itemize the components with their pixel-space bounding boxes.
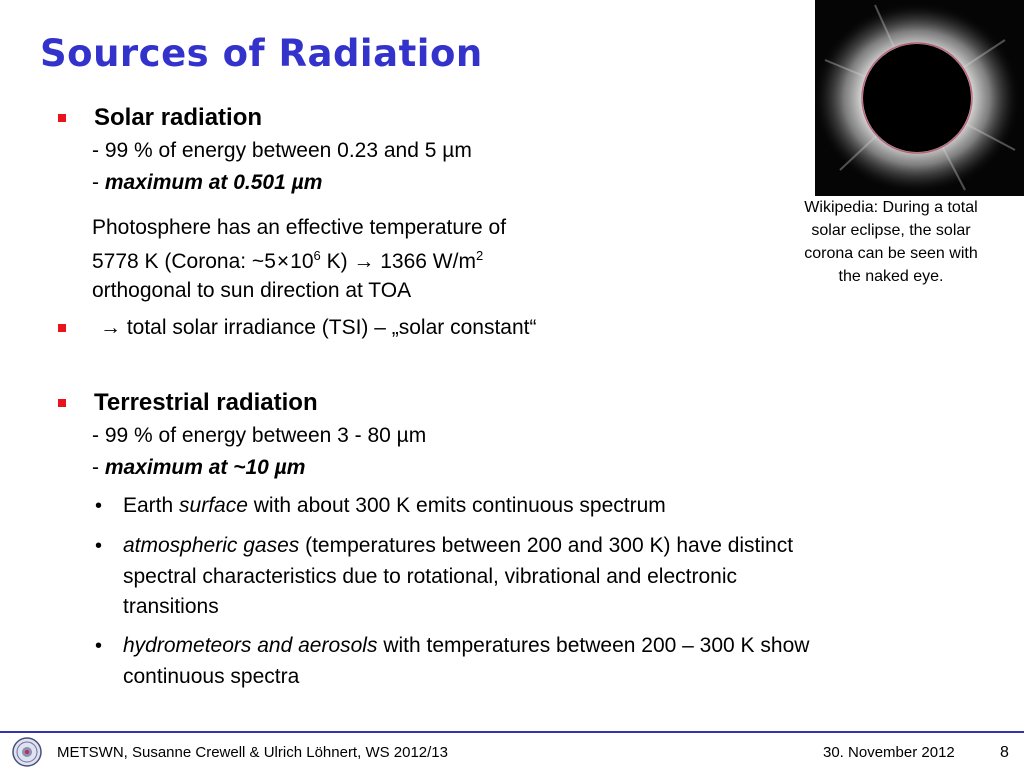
atmospheric-gases-bullet: atmospheric gases (temperatures between … [123,534,794,557]
earth-surface-bullet: Earth surface with about 300 K emits con… [123,494,666,517]
photosphere-line-2: 5778 K (Corona: ~5×106 K) → 1366 W/m2 [92,248,484,273]
slide-title: Sources of Radiation [40,32,483,75]
red-square-bullet-icon [58,399,66,407]
bullet-dot-icon: • [95,535,103,557]
image-caption: Wikipedia: During a total solar eclipse,… [804,199,978,285]
solar-maximum: - maximum at 0.501 µm [92,171,323,194]
solar-energy-range: - 99 % of energy between 0.23 and 5 µm [92,139,472,162]
page-number: 8 [1000,744,1009,761]
terrestrial-energy-range: - 99 % of energy between 3 - 80 µm [92,424,427,447]
red-square-bullet-icon [58,324,66,332]
solar-eclipse-image [815,0,1024,196]
solar-eclipse-photo [815,0,1024,196]
footer-course: METSWN, Susanne Crewell & Ulrich Löhnert… [57,744,448,761]
red-square-bullet-icon [58,114,66,122]
hydrometeors-bullet: hydrometeors and aerosols with temperatu… [123,634,810,657]
right-arrow-icon: → [353,250,375,273]
bullet-dot-icon: • [95,635,103,657]
university-seal-logo-icon [12,737,42,767]
right-arrow-icon: → [100,316,121,339]
atmospheric-gases-line-3: transitions [123,595,219,618]
terrestrial-maximum: - maximum at ~10 µm [92,456,306,479]
photosphere-line-1: Photosphere has an effective temperature… [92,216,507,239]
photosphere-line-3: orthogonal to sun direction at TOA [92,279,412,302]
solar-heading: Solar radiation [94,104,263,131]
tsi-line: → total solar irradiance (TSI) – „solar … [100,316,537,339]
atmospheric-gases-line-2: spectral characteristics due to rotation… [123,565,737,588]
footer-date: 30. November 2012 [823,744,955,761]
footer-divider [0,731,1024,733]
hydrometeors-line-2: continuous spectra [123,665,300,688]
terrestrial-heading: Terrestrial radiation [94,389,318,416]
bullet-dot-icon: • [95,495,103,517]
